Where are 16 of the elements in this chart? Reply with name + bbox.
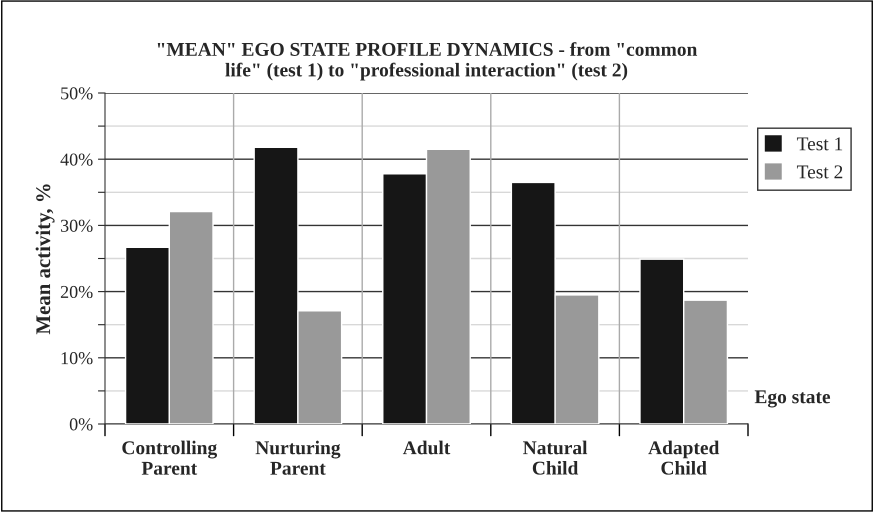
y-tick-label: 0%: [70, 418, 93, 430]
x-tick-label: Adapted Child: [648, 440, 720, 475]
y-tick-label: 20%: [60, 286, 93, 298]
y-tick-label: 10%: [62, 352, 93, 364]
y-axis-title: Mean activity, %: [36, 184, 55, 334]
y-tick-label: 50%: [61, 87, 93, 100]
x-tick-label: Natural Child: [523, 440, 588, 475]
x-axis-title: Ego state: [754, 390, 830, 408]
y-tick-label: 40%: [60, 153, 93, 166]
x-tick-label: Controlling Parent: [122, 440, 218, 475]
legend-label: Test 1: [796, 137, 842, 150]
x-tick-label: Nurturing Parent: [256, 440, 340, 475]
chart-title: "MEAN" EGO STATE PROFILE DYNAMICS - from "common life" (test 1) to "professional interaction" (test 2): [158, 42, 698, 80]
x-tick-label: Adult: [402, 440, 450, 454]
legend-label: Test 2: [796, 165, 842, 178]
y-tick-label: 30%: [60, 220, 93, 232]
